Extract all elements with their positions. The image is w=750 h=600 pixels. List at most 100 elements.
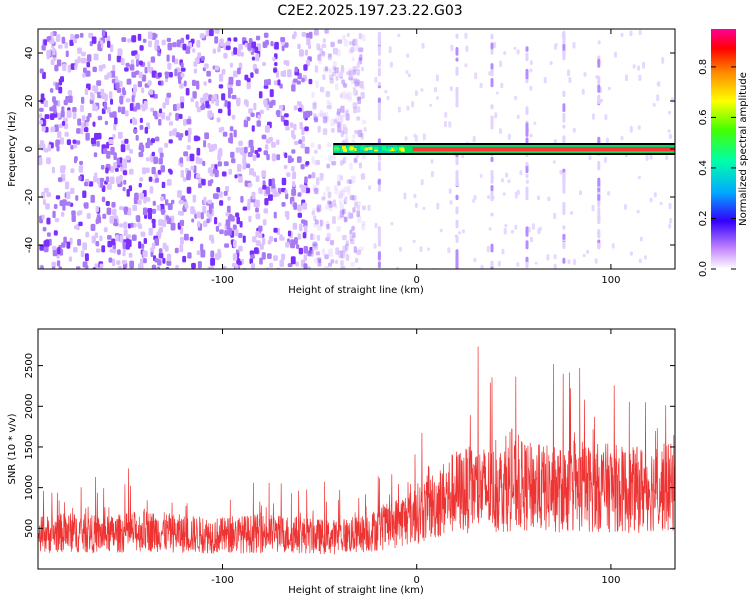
spectrogram-cell: [270, 41, 274, 47]
spectrogram-cell: [224, 243, 230, 248]
spectrogram-cell: [308, 31, 313, 39]
spectrogram-cell: [306, 188, 311, 193]
spectrogram-cell: [583, 72, 587, 77]
spectrogram-streak: [490, 170, 494, 180]
spectrogram-cell: [197, 261, 202, 269]
spectrogram-cell: [537, 195, 540, 201]
spectrogram-cell: [335, 75, 339, 81]
spectrogram-cell: [147, 208, 153, 214]
spectrogram-cell: [303, 254, 307, 262]
spectrogram-cell: [290, 256, 296, 265]
spectrogram-cell: [250, 254, 255, 259]
spectrogram-streak: [377, 153, 381, 161]
y-tick-label: 1500: [24, 434, 35, 459]
spectrogram-cell: [299, 223, 303, 232]
spectrogram-cell: [429, 103, 433, 107]
spectrogram-streak: [597, 94, 601, 104]
spectrogram-cell: [42, 226, 47, 232]
spectrogram-cell: [316, 43, 320, 51]
spectrogram-cell: [284, 42, 289, 48]
spectrogram-cell: [61, 211, 65, 217]
spectrogram-cell: [316, 177, 320, 186]
spectrogram-cell: [39, 68, 44, 74]
spectrogram-cell: [273, 80, 279, 86]
spectrogram-cell: [361, 119, 366, 125]
spectrogram-cell: [354, 78, 360, 87]
spectrogram-cell: [287, 155, 292, 164]
spectrogram-cell: [76, 266, 81, 269]
spectrogram-cell: [310, 249, 314, 257]
spectrogram-cell: [148, 227, 153, 236]
spectrogram-cell: [298, 139, 303, 145]
spectrogram-cell: [73, 142, 77, 149]
spectrogram-cell: [530, 236, 533, 243]
spectrogram-cell: [357, 106, 361, 113]
spectrogram-cell: [214, 164, 218, 170]
spectrogram-cell: [126, 189, 130, 197]
spectrogram-cell: [192, 48, 196, 53]
spectrogram-cell: [290, 122, 294, 128]
spectrogram-cell: [196, 40, 201, 48]
spectrogram-cell: [499, 60, 503, 68]
spectrogram-cell: [94, 172, 98, 179]
spectrogram-cell: [419, 246, 423, 252]
spectrogram-cell: [141, 167, 147, 175]
spectrogram-cell: [217, 47, 221, 53]
spectrogram-cell: [567, 69, 570, 77]
spectrogram-cell: [248, 38, 253, 44]
spectrogram-cell: [216, 187, 221, 193]
spectrogram-cell: [183, 151, 189, 157]
spectrogram-cell: [107, 106, 111, 114]
spectrogram-cell: [304, 225, 308, 233]
spectrogram-cell: [72, 107, 77, 113]
spectrogram-cell: [352, 39, 356, 47]
spectrogram-cell: [91, 235, 96, 244]
spectrogram-cell: [638, 258, 642, 264]
chart-title: C2E2.2025.197.23.22.G03: [277, 3, 462, 19]
spectrogram-cell: [330, 259, 335, 264]
spectrogram-cell: [44, 114, 50, 119]
spectrogram-cell: [324, 29, 329, 34]
spectrogram-cell: [190, 38, 195, 44]
spectrogram-cell: [80, 127, 84, 135]
spectrogram-cell: [228, 168, 232, 175]
spectrogram-cell: [45, 239, 50, 248]
spectrogram-cell: [212, 193, 218, 199]
spectrogram-cell: [276, 139, 280, 145]
spectrogram-streak: [377, 238, 381, 246]
spectrogram-cell: [330, 118, 335, 127]
spectrogram-cell: [341, 266, 346, 269]
spectrogram-cell: [97, 115, 103, 121]
spectrogram-cell: [314, 257, 319, 264]
spectrogram-cell: [175, 264, 179, 269]
spectrogram-cell: [137, 199, 142, 205]
spectrogram-cell: [128, 252, 133, 258]
spectrogram-cell: [342, 124, 348, 129]
spectrogram-cell: [86, 213, 91, 219]
spectrogram-cell: [668, 223, 672, 229]
spectrogram-cell: [74, 225, 79, 230]
spectrogram-cell: [98, 65, 103, 72]
spectrogram-streak: [490, 35, 494, 40]
spectrogram-cell: [112, 64, 116, 73]
spectrogram-cell: [111, 78, 116, 84]
spectrogram-cell: [94, 132, 99, 140]
spectrogram-cell: [170, 222, 176, 231]
spectrogram-streak: [525, 261, 529, 269]
spectrogram-cell: [338, 120, 342, 128]
colorbar: 0.0 0.2 0.4 0.6 0.8 Normalized spectral ampl…: [698, 29, 749, 277]
spectrogram-cell: [461, 229, 465, 234]
spectrogram-cell: [339, 200, 343, 205]
spectrogram-cell: [317, 144, 322, 150]
spectrogram-cell: [448, 121, 452, 128]
spectrogram-cell: [206, 70, 211, 77]
spectrogram-cell: [136, 59, 139, 67]
spectrogram-cell: [68, 95, 73, 103]
spectrogram-cell: [189, 153, 195, 162]
spectrogram-cell: [180, 37, 185, 44]
spectrogram-cell: [430, 171, 434, 178]
spectrogram-cell: [300, 143, 305, 149]
spectrogram-cell: [357, 204, 361, 212]
spectrogram-cell: [116, 87, 122, 93]
spectrogram-cell: [313, 29, 319, 36]
